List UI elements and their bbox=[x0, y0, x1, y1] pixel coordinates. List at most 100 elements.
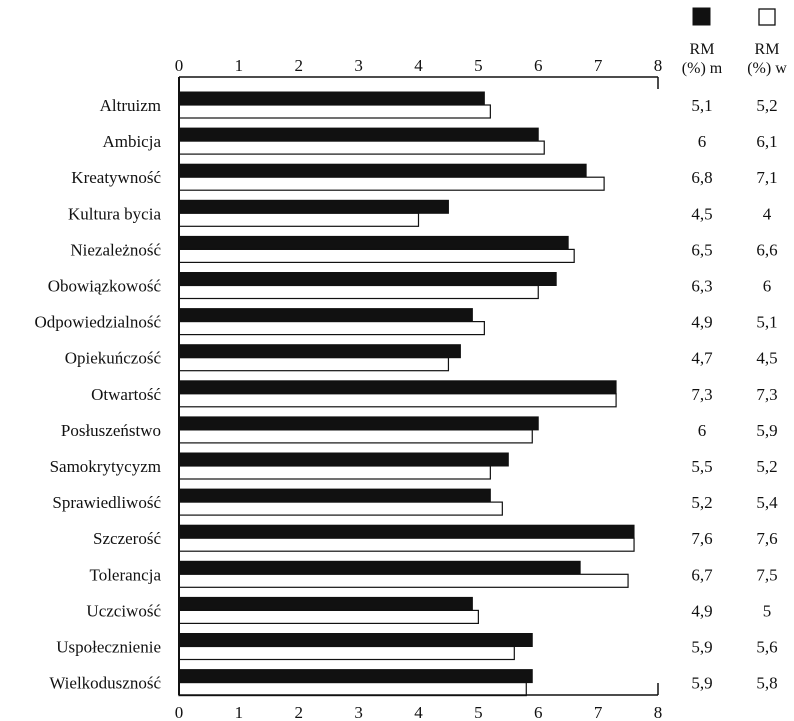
category-label: Kreatywność bbox=[71, 168, 161, 187]
category-label: Uspołecznienie bbox=[56, 638, 161, 657]
column-header-line2: (%) m bbox=[682, 60, 723, 77]
bar-m bbox=[178, 127, 539, 142]
category-label: Obowiązkowość bbox=[48, 277, 162, 296]
top-tick-label: 5 bbox=[474, 56, 483, 75]
value-label-m: 5,5 bbox=[691, 457, 712, 476]
category-label: Otwartość bbox=[91, 385, 161, 404]
bar-w bbox=[178, 537, 635, 552]
top-tick-label: 4 bbox=[414, 56, 423, 75]
bar-w bbox=[178, 465, 491, 480]
value-label-m: 7,6 bbox=[691, 529, 712, 548]
value-label-m: 5,1 bbox=[691, 96, 712, 115]
category-label: Niezależność bbox=[70, 240, 161, 259]
bar-m bbox=[178, 416, 539, 431]
bar-w bbox=[178, 429, 533, 444]
bar-w bbox=[178, 393, 617, 408]
bottom-tick-labels: 0 1 2 3 4 5 6 7 8 bbox=[175, 703, 663, 721]
value-label-m: 4,5 bbox=[691, 204, 712, 223]
category-label: Ambicja bbox=[102, 132, 161, 151]
top-tick-label: 0 bbox=[175, 56, 184, 75]
bar-w bbox=[178, 645, 515, 661]
value-label-w: 4 bbox=[763, 204, 772, 223]
bottom-tick-label: 7 bbox=[594, 703, 603, 721]
category-labels: Altruizm Ambicja Kreatywność Kultura bycia N… bbox=[34, 96, 161, 693]
bar-m bbox=[178, 380, 617, 395]
bar-w bbox=[178, 140, 545, 155]
bar-m bbox=[178, 633, 533, 647]
value-label-m: 6,5 bbox=[691, 240, 712, 259]
value-label-w: 7,5 bbox=[756, 565, 777, 584]
bar-w bbox=[178, 357, 450, 372]
value-label-m: 6 bbox=[698, 421, 707, 440]
category-label: Sprawiedliwość bbox=[52, 493, 161, 512]
bottom-tick-label: 8 bbox=[654, 703, 663, 721]
bar-m bbox=[178, 235, 569, 250]
bar-m bbox=[178, 488, 491, 503]
value-label-w: 5,1 bbox=[756, 313, 777, 332]
category-label: Wielkoduszność bbox=[49, 674, 161, 693]
bottom-tick-label: 0 bbox=[175, 703, 184, 721]
bar-w bbox=[178, 501, 503, 516]
top-tick-label: 6 bbox=[534, 56, 543, 75]
value-label-w: 5,4 bbox=[756, 493, 778, 512]
value-label-w: 6,1 bbox=[756, 132, 777, 151]
category-label: Samokrytycyzm bbox=[50, 457, 161, 476]
bar-w bbox=[178, 573, 629, 588]
category-label: Altruizm bbox=[100, 96, 161, 115]
value-label-m: 4,7 bbox=[691, 349, 713, 368]
bottom-tick-label: 1 bbox=[235, 703, 244, 721]
bar-w bbox=[178, 212, 420, 227]
bottom-tick-label: 5 bbox=[474, 703, 483, 721]
value-label-w: 5,2 bbox=[756, 96, 777, 115]
value-label-m: 6 bbox=[698, 132, 707, 151]
value-label-w: 7,1 bbox=[756, 168, 777, 187]
bar-m bbox=[178, 91, 485, 106]
bottom-tick-label: 3 bbox=[354, 703, 363, 721]
bar-m bbox=[178, 524, 635, 539]
bottom-tick-label: 2 bbox=[295, 703, 304, 721]
value-label-w: 7,3 bbox=[756, 385, 777, 404]
top-tick-label: 2 bbox=[295, 56, 304, 75]
top-tick-label: 7 bbox=[594, 56, 603, 75]
category-label: Posłuszeństwo bbox=[61, 421, 161, 440]
axes bbox=[178, 76, 659, 696]
bar-m bbox=[178, 199, 449, 214]
category-label: Uczciwość bbox=[86, 601, 161, 620]
value-label-w: 5,8 bbox=[756, 674, 777, 693]
value-label-w: 4,5 bbox=[756, 349, 777, 368]
value-label-w: 6,6 bbox=[756, 240, 777, 259]
category-label: Szczerość bbox=[93, 529, 161, 548]
bar-w bbox=[178, 284, 539, 300]
value-label-m: 4,9 bbox=[691, 313, 712, 332]
column-header-line1: RM bbox=[755, 41, 780, 58]
bar-w bbox=[178, 248, 575, 263]
bar-m bbox=[178, 163, 587, 178]
category-label: Opiekuńczość bbox=[65, 349, 162, 368]
legend-swatch-m bbox=[692, 7, 711, 26]
value-label-w: 6 bbox=[763, 277, 772, 296]
bottom-tick-label: 4 bbox=[414, 703, 423, 721]
value-label-m: 5,9 bbox=[691, 638, 712, 657]
bar-m bbox=[178, 452, 509, 467]
column-header-line2: (%) w bbox=[747, 60, 787, 77]
value-label-w: 5,2 bbox=[756, 457, 777, 476]
bar-m bbox=[178, 272, 557, 286]
bar-w bbox=[178, 321, 485, 336]
legend: RM (%) m RM (%) w bbox=[682, 7, 787, 77]
category-label: Kultura bycia bbox=[68, 204, 161, 223]
value-label-m: 6,3 bbox=[691, 277, 712, 296]
value-label-w: 7,6 bbox=[756, 529, 777, 548]
bars bbox=[178, 91, 635, 697]
bar-m bbox=[178, 596, 473, 611]
value-label-w: 5,9 bbox=[756, 421, 777, 440]
top-tick-labels: 0 1 2 3 4 5 6 7 8 bbox=[175, 56, 663, 75]
top-tick-label: 8 bbox=[654, 56, 663, 75]
value-label-m: 5,2 bbox=[691, 493, 712, 512]
legend-swatch-w bbox=[758, 8, 776, 26]
category-label: Odpowiedzialność bbox=[34, 313, 161, 332]
value-label-m: 4,9 bbox=[691, 601, 712, 620]
bar-w bbox=[178, 609, 479, 625]
top-tick-label: 1 bbox=[235, 56, 244, 75]
category-label: Tolerancja bbox=[90, 565, 162, 584]
value-columns: 5,1 5,2 6 6,1 6,8 7,1 4,5 4 6,5 6,6 6,3 6 4,9 5,1 4,7 4… bbox=[691, 96, 778, 693]
